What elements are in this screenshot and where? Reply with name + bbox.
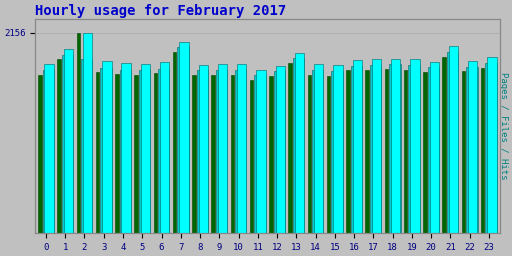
Bar xyxy=(257,70,266,233)
Bar xyxy=(179,42,188,233)
Bar xyxy=(237,65,246,233)
Bar xyxy=(385,69,388,233)
Bar xyxy=(100,68,112,233)
Bar xyxy=(160,62,169,233)
Bar xyxy=(42,70,54,233)
Bar xyxy=(295,53,304,233)
Bar xyxy=(254,75,266,233)
Bar xyxy=(141,64,150,233)
Bar xyxy=(63,49,73,233)
Bar xyxy=(462,71,465,233)
Bar xyxy=(216,70,227,233)
Bar xyxy=(231,75,234,233)
Bar xyxy=(235,70,246,233)
Bar xyxy=(327,76,330,233)
Bar xyxy=(250,80,253,233)
Bar xyxy=(115,74,119,233)
Bar xyxy=(366,70,369,233)
Bar xyxy=(468,61,477,233)
Bar xyxy=(218,65,227,233)
Bar xyxy=(346,70,350,233)
Bar xyxy=(158,69,169,233)
Bar xyxy=(139,70,150,233)
Bar xyxy=(442,57,446,233)
Bar xyxy=(275,66,285,233)
Bar xyxy=(273,71,285,233)
Bar xyxy=(45,64,54,233)
Bar xyxy=(351,66,362,233)
Bar xyxy=(423,72,426,233)
Bar xyxy=(428,67,439,233)
Bar xyxy=(62,55,73,233)
Bar xyxy=(430,62,439,233)
Bar xyxy=(409,65,420,233)
Bar xyxy=(308,75,311,233)
Y-axis label: Pages / Files / Hits: Pages / Files / Hits xyxy=(499,72,508,180)
Bar xyxy=(389,65,400,233)
Bar xyxy=(96,72,99,233)
Bar xyxy=(410,59,420,233)
Bar xyxy=(449,46,458,233)
Bar xyxy=(192,75,196,233)
Bar xyxy=(77,33,80,233)
Bar xyxy=(288,63,292,233)
Text: Hourly usage for February 2017: Hourly usage for February 2017 xyxy=(35,4,287,18)
Bar xyxy=(102,61,112,233)
Bar xyxy=(38,75,41,233)
Bar xyxy=(314,65,324,233)
Bar xyxy=(199,65,208,233)
Bar xyxy=(331,71,343,233)
Bar xyxy=(134,75,138,233)
Bar xyxy=(293,58,304,233)
Bar xyxy=(333,65,343,233)
Bar xyxy=(197,70,208,233)
Bar xyxy=(404,70,408,233)
Bar xyxy=(57,59,61,233)
Bar xyxy=(121,63,131,233)
Bar xyxy=(391,59,400,233)
Bar xyxy=(353,60,362,233)
Bar xyxy=(370,65,381,233)
Bar xyxy=(177,47,189,233)
Bar xyxy=(481,68,484,233)
Bar xyxy=(81,59,92,233)
Bar xyxy=(154,73,157,233)
Bar xyxy=(466,67,478,233)
Bar xyxy=(372,59,381,233)
Bar xyxy=(269,76,273,233)
Bar xyxy=(211,75,215,233)
Bar xyxy=(312,70,324,233)
Bar xyxy=(487,57,497,233)
Bar xyxy=(119,70,131,233)
Bar xyxy=(485,63,497,233)
Bar xyxy=(83,33,92,233)
Bar xyxy=(447,52,458,233)
Bar xyxy=(173,52,176,233)
